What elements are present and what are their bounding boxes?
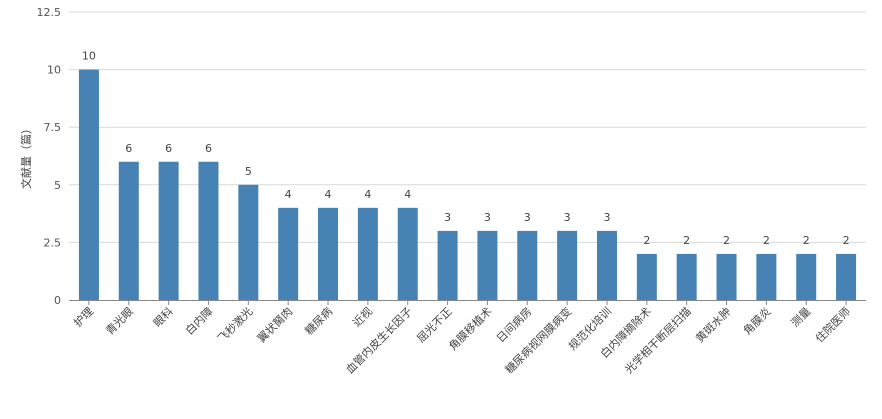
bar bbox=[437, 230, 458, 300]
x-tick-label: 血管内皮生长因子 bbox=[343, 304, 415, 376]
data-label: 2 bbox=[803, 234, 810, 247]
x-tick-label: 日间病房 bbox=[493, 304, 534, 345]
data-label: 2 bbox=[723, 234, 730, 247]
bar bbox=[318, 207, 339, 300]
x-tick-label: 光学相干断层扫描 bbox=[622, 304, 694, 376]
bar bbox=[78, 69, 99, 300]
x-tick-label: 角膜炎 bbox=[741, 305, 774, 338]
gridlines bbox=[69, 11, 866, 243]
y-axis-ticks: 0 2.5 5 7.5 10 12.5 bbox=[37, 6, 62, 307]
data-label: 4 bbox=[364, 188, 371, 201]
y-tick-label: 12.5 bbox=[37, 6, 62, 19]
y-tick-label: 10 bbox=[47, 64, 61, 77]
data-label: 2 bbox=[643, 234, 650, 247]
x-tick-label: 青光眼 bbox=[103, 304, 136, 337]
bars bbox=[78, 69, 857, 300]
data-label: 6 bbox=[205, 142, 212, 155]
bar bbox=[716, 253, 737, 300]
data-label: 2 bbox=[843, 234, 850, 247]
data-label: 3 bbox=[444, 211, 451, 224]
x-tick-label: 测量 bbox=[789, 305, 814, 330]
data-label: 4 bbox=[404, 188, 411, 201]
data-label: 10 bbox=[82, 50, 96, 63]
data-label: 6 bbox=[165, 142, 172, 155]
data-label: 3 bbox=[524, 211, 531, 224]
x-tick-label: 眼科 bbox=[150, 304, 175, 329]
x-tick-label: 角膜移植术 bbox=[446, 304, 495, 353]
data-label: 6 bbox=[125, 142, 132, 155]
data-label: 3 bbox=[603, 211, 610, 224]
x-tick-label: 屈光不正 bbox=[414, 304, 455, 345]
data-label: 3 bbox=[484, 211, 491, 224]
data-label: 4 bbox=[285, 188, 292, 201]
y-tick-label: 5 bbox=[54, 179, 61, 192]
bar bbox=[397, 207, 418, 300]
y-tick-label: 2.5 bbox=[44, 236, 62, 249]
y-axis-label: 文献量（篇） bbox=[19, 123, 33, 189]
bar bbox=[198, 161, 219, 300]
data-label: 2 bbox=[763, 234, 770, 247]
data-label: 4 bbox=[325, 188, 332, 201]
x-tick-label: 糖尿病 bbox=[302, 304, 335, 337]
bar bbox=[636, 253, 657, 300]
y-tick-label: 7.5 bbox=[44, 121, 62, 134]
bar bbox=[796, 253, 817, 300]
data-label: 2 bbox=[683, 234, 690, 247]
bar bbox=[357, 207, 378, 300]
x-tick-label: 黄斑水肿 bbox=[693, 304, 734, 345]
bar bbox=[676, 253, 697, 300]
data-label: 3 bbox=[564, 211, 571, 224]
x-tick-label: 翼状胬肉 bbox=[254, 304, 295, 345]
bar bbox=[477, 230, 498, 300]
data-labels: 10 6 6 6 5 4 4 4 4 3 3 3 3 3 2 2 2 2 2 2 bbox=[82, 50, 850, 247]
x-tick-label: 住院医师 bbox=[812, 304, 853, 345]
x-tick-label: 近视 bbox=[350, 304, 375, 329]
data-label: 5 bbox=[245, 165, 252, 178]
bar bbox=[118, 161, 139, 300]
bar bbox=[557, 230, 578, 300]
y-tick-label: 0 bbox=[54, 294, 61, 307]
x-tick-label: 糖尿病视网膜病变 bbox=[502, 304, 574, 376]
bar bbox=[158, 161, 179, 300]
bar bbox=[596, 230, 617, 300]
bar bbox=[278, 207, 299, 300]
x-tick-label: 护理 bbox=[71, 304, 96, 329]
bar bbox=[756, 253, 777, 300]
x-tick-label: 白内障 bbox=[182, 304, 215, 337]
bar bbox=[238, 184, 259, 300]
bar bbox=[836, 253, 857, 300]
x-tick-label: 飞秒激光 bbox=[214, 304, 255, 345]
bar bbox=[517, 230, 538, 300]
